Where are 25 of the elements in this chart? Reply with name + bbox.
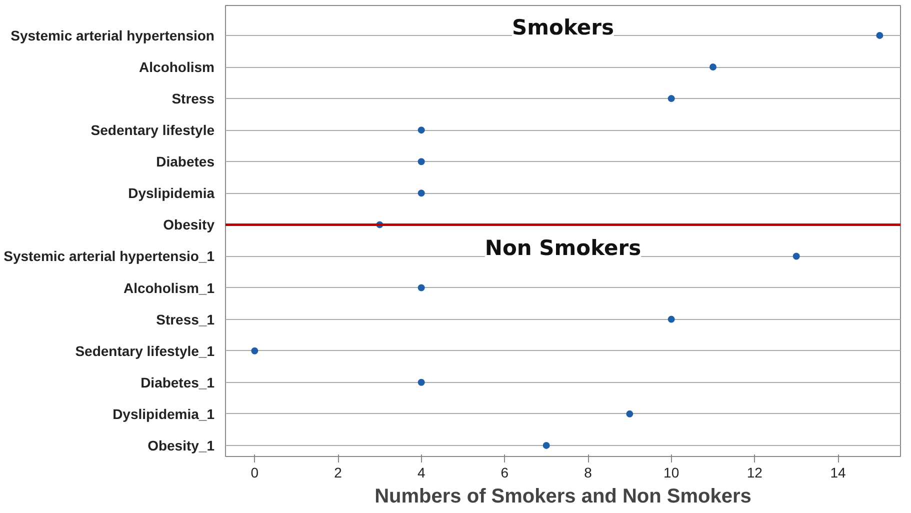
y-tick-label: Alcoholism [139,59,215,75]
y-tick-label: Stress_1 [156,311,215,328]
y-tick-label: Sedentary lifestyle_1 [75,342,215,359]
y-tick-label: Alcoholism_1 [123,280,215,296]
x-tick-label: 10 [664,464,680,480]
x-tick-label: 12 [746,464,763,480]
y-tick-label: Diabetes_1 [140,374,215,390]
y-tick-label: Systemic arterial hypertensio_1 [4,248,215,264]
x-tick-label: 2 [334,464,342,480]
y-tick-label: Dyslipidemia_1 [112,406,215,422]
y-tick-label: Sedentary lifestyle [90,122,215,138]
y-tick-label: Stress [172,90,215,107]
x-axis-title: Numbers of Smokers and Non Smokers [374,486,752,508]
y-tick-label: Obesity [163,216,215,233]
annotation: Non Smokers [484,236,642,260]
y-tick-label: Systemic arterial hypertension [10,27,215,44]
x-tick-label: 0 [250,464,259,480]
x-tick-label: 4 [417,464,426,480]
x-tick-label: 8 [584,464,592,480]
annotation: Smokers [512,15,614,40]
y-tick-label: Obesity_1 [148,437,215,454]
y-tick-label: Dyslipidemia [128,185,215,202]
x-tick-label: 14 [830,464,846,480]
y-tick-label: Diabetes [156,154,215,170]
x-tick-label: 6 [500,464,509,480]
